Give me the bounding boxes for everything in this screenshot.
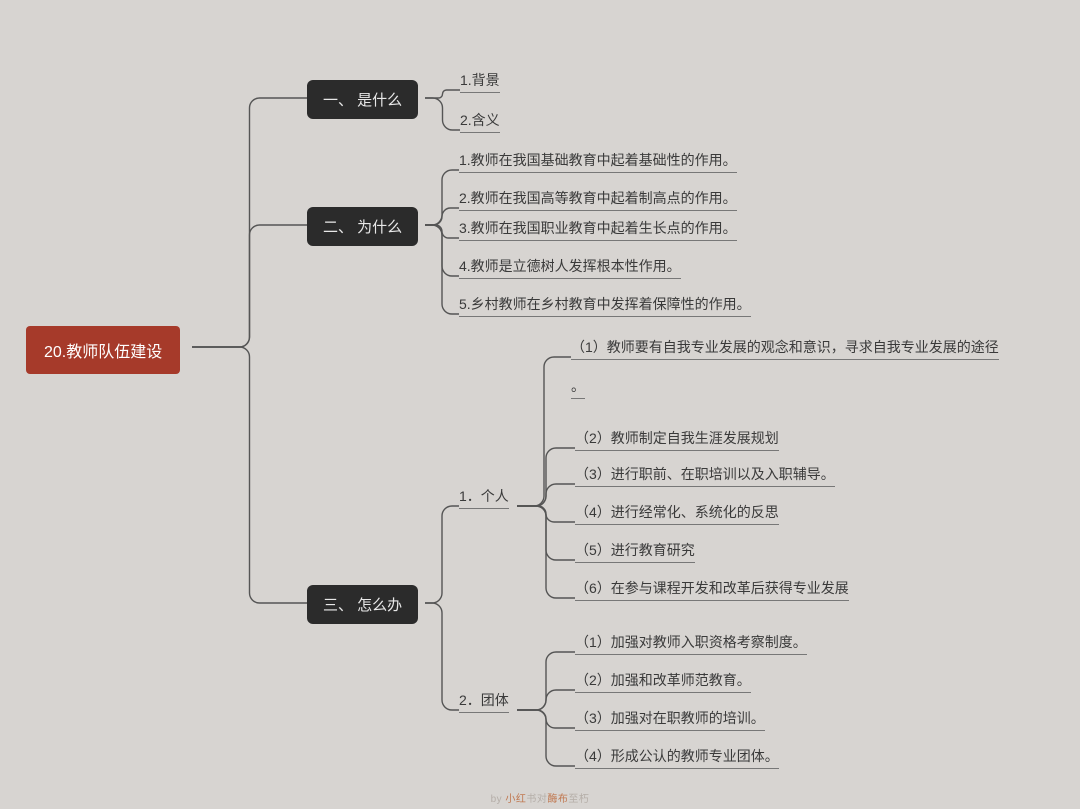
branch-node: 三、 怎么办	[307, 585, 418, 624]
leaf-node: （2）加强和改革师范教育。	[575, 668, 751, 693]
leaf-node: 5.乡村教师在乡村教育中发挥着保障性的作用。	[459, 292, 751, 317]
connector	[192, 225, 307, 347]
connector	[425, 98, 460, 130]
sub-node: 2．团体	[459, 688, 509, 713]
root-node: 20.教师队伍建设	[26, 326, 180, 374]
leaf-node: 3.教师在我国职业教育中起着生长点的作用。	[459, 216, 737, 241]
leaf-node-continuation: 。	[571, 374, 585, 399]
leaf-node: （6）在参与课程开发和改革后获得专业发展	[575, 576, 849, 601]
connector-layer	[0, 0, 1080, 809]
branch-node: 二、 为什么	[307, 207, 418, 246]
connector	[517, 710, 575, 766]
leaf-node: （4）进行经常化、系统化的反思	[575, 500, 779, 525]
leaf-node: （4）形成公认的教师专业团体。	[575, 744, 779, 769]
leaf-node: 1.教师在我国基础教育中起着基础性的作用。	[459, 148, 737, 173]
leaf-node: 2.教师在我国高等教育中起着制高点的作用。	[459, 186, 737, 211]
leaf-node: 2.含义	[460, 108, 500, 133]
connector	[425, 506, 459, 603]
leaf-node: （3）进行职前、在职培训以及入职辅导。	[575, 462, 835, 487]
sub-node: 1．个人	[459, 484, 509, 509]
connector	[425, 90, 460, 98]
leaf-node: （1）教师要有自我专业发展的观念和意识，寻求自我专业发展的途径	[571, 335, 999, 360]
connector	[192, 347, 307, 603]
connector	[517, 506, 575, 598]
leaf-node: 1.背景	[460, 68, 500, 93]
branch-node: 一、 是什么	[307, 80, 418, 119]
leaf-node: （3）加强对在职教师的培训。	[575, 706, 765, 731]
leaf-node: 4.教师是立德树人发挥根本性作用。	[459, 254, 681, 279]
leaf-node: （2）教师制定自我生涯发展规划	[575, 426, 779, 451]
connector	[425, 603, 459, 710]
leaf-node: （1）加强对教师入职资格考察制度。	[575, 630, 807, 655]
watermark: by 小红书对酶布至朽	[491, 790, 590, 805]
leaf-node: （5）进行教育研究	[575, 538, 695, 563]
